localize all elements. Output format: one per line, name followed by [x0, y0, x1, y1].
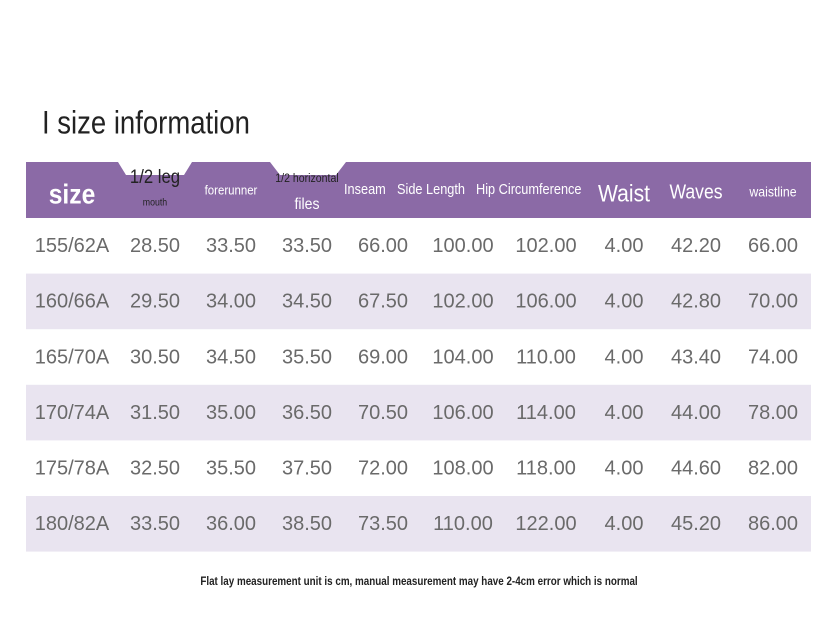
table-cell: 38.50	[282, 513, 332, 535]
table-cell: 66.00	[748, 235, 798, 257]
title: I size information	[42, 106, 250, 141]
table-cell: 35.00	[206, 402, 256, 424]
table-cell: 44.00	[671, 402, 721, 424]
table-cell: 33.50	[282, 235, 332, 257]
table-cell: 35.50	[282, 346, 332, 368]
table-cell: 36.50	[282, 402, 332, 424]
row-band	[26, 384, 811, 441]
table-cell: 180/82A	[35, 513, 110, 535]
table-cell: 4.00	[605, 235, 644, 257]
table-cell: 82.00	[748, 457, 798, 479]
table-cell: 108.00	[432, 457, 493, 479]
table-cell: 102.00	[515, 235, 576, 257]
table-cell: 29.50	[130, 291, 180, 313]
header-cell: Inseam	[344, 181, 386, 197]
table-cell: 4.00	[605, 346, 644, 368]
table-cell: 44.60	[671, 457, 721, 479]
header-cell: size	[49, 178, 96, 210]
table-cell: 114.00	[516, 402, 576, 424]
table-cell: 110.00	[516, 346, 576, 368]
table-cell: 73.50	[358, 513, 408, 535]
table-cell: 36.00	[206, 513, 256, 535]
table-cell: 33.50	[206, 235, 256, 257]
header-cell: waistline	[748, 184, 796, 200]
table-cell: 43.40	[671, 346, 721, 368]
table-cell: 34.50	[282, 291, 332, 313]
table-cell: 28.50	[130, 235, 180, 257]
table-cell: 102.00	[432, 291, 493, 313]
table-cell: 155/62A	[35, 235, 110, 257]
table-cell: 34.50	[206, 346, 256, 368]
header-cell: Side Length	[397, 181, 465, 197]
table-cell: 66.00	[358, 235, 408, 257]
table-cell: 106.00	[432, 402, 493, 424]
header-cell: Hip Circumference	[476, 181, 582, 197]
header-decoration	[270, 162, 346, 175]
table-cell: 67.50	[358, 291, 408, 313]
table-cell: 35.50	[206, 457, 256, 479]
table-cell: 32.50	[130, 457, 180, 479]
table-cell: 45.20	[671, 513, 721, 535]
header-cell: forerunner	[205, 183, 258, 198]
table-cell: 74.00	[748, 346, 798, 368]
table-cell: 86.00	[748, 513, 798, 535]
header-cell: Waist	[598, 180, 651, 207]
table-cell: 4.00	[605, 402, 644, 424]
table-cell: 175/78A	[35, 457, 110, 479]
header-cell: files	[294, 195, 319, 213]
table-cell: 4.00	[605, 457, 644, 479]
table-cell: 160/66A	[35, 291, 110, 313]
table-cell: 104.00	[432, 346, 493, 368]
row-band	[26, 496, 811, 552]
table-cell: 72.00	[358, 457, 408, 479]
table-cell: 34.00	[206, 291, 256, 313]
table-cell: 170/74A	[35, 402, 110, 424]
table-cell: 42.80	[671, 291, 721, 313]
header-cell: 1/2 horizontal	[275, 173, 338, 186]
table-cell: 4.00	[605, 513, 644, 535]
table-cell: 118.00	[516, 457, 576, 479]
table-cell: 31.50	[130, 402, 180, 424]
table-cell: 110.00	[433, 513, 493, 535]
table-cell: 4.00	[605, 291, 644, 313]
table-cell: 30.50	[130, 346, 180, 368]
header-cell: Waves	[669, 180, 722, 202]
header-cell: mouth	[143, 196, 167, 208]
table-cell: 33.50	[130, 513, 180, 535]
table-cell: 78.00	[748, 402, 798, 424]
header-decoration	[118, 162, 192, 175]
table-cell: 69.00	[358, 346, 408, 368]
table-cell: 70.50	[358, 402, 408, 424]
header-cell: 1/2 leg	[130, 166, 180, 187]
table-cell: 165/70A	[35, 346, 110, 368]
table-cell: 122.00	[515, 513, 576, 535]
table-cell: 70.00	[748, 291, 798, 313]
table-cell: 37.50	[282, 457, 332, 479]
table-cell: 106.00	[515, 291, 576, 313]
row-band	[26, 273, 811, 330]
table-cell: 100.00	[432, 235, 493, 257]
footnote: Flat lay measurement unit is cm, manual …	[200, 575, 637, 588]
table-cell: 42.20	[671, 235, 721, 257]
